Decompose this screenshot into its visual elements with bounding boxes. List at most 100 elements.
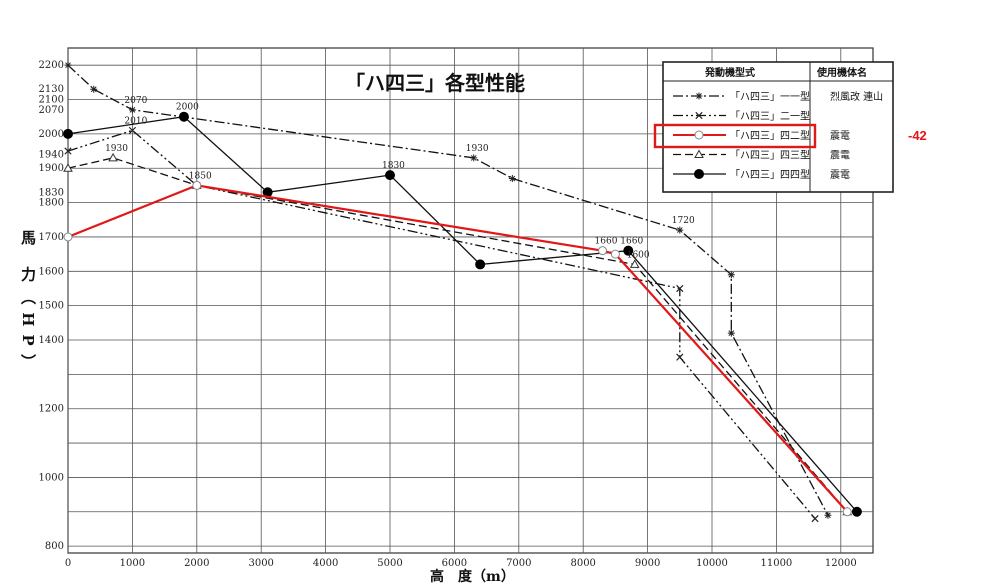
data-point <box>385 170 395 181</box>
data-point <box>676 226 684 234</box>
data-point <box>811 515 819 523</box>
y-tick-label: 1500 <box>39 301 64 312</box>
x-tick-label: 5000 <box>377 558 402 569</box>
x-tick-label: 6000 <box>442 558 467 569</box>
series-1 <box>64 61 832 519</box>
side-note: -42 <box>908 128 927 143</box>
legend-series-name: 「ハ四三」四四型 <box>730 168 810 181</box>
data-point <box>63 163 73 172</box>
legend-entry: 「ハ四三」四二型 震電 <box>673 129 850 142</box>
data-point <box>178 111 189 122</box>
data-point <box>824 511 832 519</box>
data-point <box>128 106 136 114</box>
data-label: 1660 <box>595 237 618 247</box>
axes: 0 1000 2000 3000 4000 5000 6000 7000 8000 9000 100… <box>39 60 857 569</box>
data-point <box>108 152 118 162</box>
y-tick-label: 2200 <box>39 60 64 71</box>
data-label: 1930 <box>105 144 128 154</box>
legend-marker <box>694 130 704 140</box>
data-point <box>64 147 72 155</box>
legend-series-name: 「ハ四三」四二型 <box>730 129 810 142</box>
legend-entry: 「ハ四三」二一型 <box>673 110 810 123</box>
y-tick-label: 2130 <box>39 84 64 95</box>
legend-entry: 「ハ四三」四四型 震電 <box>673 168 850 181</box>
legend: 発動機型式 使用機体名 「ハ四三」一一型 烈風改 連山「ハ四三」二一型「ハ四三」四… <box>653 61 894 193</box>
legend-marker <box>695 92 703 100</box>
y-tick-label: 1000 <box>39 472 64 483</box>
series-line <box>67 157 848 513</box>
legend-aircraft-name: 震電 <box>830 169 850 181</box>
series-3 <box>63 180 852 517</box>
legend-entry: 「ハ四三」四三型 震電 <box>673 149 850 162</box>
legend-series-name: 「ハ四三」一一型 <box>730 90 810 103</box>
data-label: 1930 <box>466 144 489 154</box>
x-tick-label: 9000 <box>635 558 660 569</box>
x-tick-label: 4000 <box>313 558 338 569</box>
legend-aircraft-name: 震電 <box>830 150 850 162</box>
legend-marker <box>694 169 704 179</box>
legend-series-name: 「ハ四三」二一型 <box>730 110 810 123</box>
data-point <box>851 506 862 517</box>
x-tick-label: 2000 <box>184 558 209 569</box>
data-point <box>727 271 735 279</box>
data-point <box>727 329 735 337</box>
series-layer <box>63 61 862 523</box>
x-tick-label: 11000 <box>760 558 792 569</box>
y-tick-label: 1400 <box>39 335 64 346</box>
y-tick-label: 2000 <box>39 129 64 140</box>
legend-aircraft-name: 烈風改 連山 <box>830 90 883 103</box>
y-tick-label: 1830 <box>39 187 64 198</box>
data-label: 1850 <box>189 171 212 181</box>
highlight-box <box>653 123 817 149</box>
data-point <box>610 249 620 259</box>
y-tick-label: 800 <box>45 541 64 552</box>
data-point <box>475 259 486 270</box>
data-point <box>676 284 684 293</box>
data-point <box>623 245 634 256</box>
series-line <box>67 64 829 516</box>
series-line <box>67 129 816 520</box>
x-tick-label: 10000 <box>696 558 728 569</box>
data-point <box>508 175 516 183</box>
data-point <box>598 246 608 256</box>
x-tick-label: 8000 <box>570 558 595 569</box>
data-point <box>63 128 73 139</box>
legend-marker <box>695 111 703 120</box>
y-tick-label: 1900 <box>39 163 64 174</box>
legend-aircraft-name: 震電 <box>830 130 850 142</box>
y-tick-label: 2100 <box>39 95 64 106</box>
legend-header-engine: 発動機型式 <box>704 66 755 79</box>
data-label: 2070 <box>124 96 147 106</box>
x-tick-label: 3000 <box>248 558 273 569</box>
chart-title: 「ハ四三」各型性能 <box>345 71 525 95</box>
data-label: 1600 <box>627 250 650 260</box>
x-tick-label: 1000 <box>120 558 145 569</box>
data-point <box>90 85 98 93</box>
y-tick-label: 1600 <box>39 266 64 277</box>
y-tick-label: 1940 <box>39 149 64 160</box>
x-tick-label: 7000 <box>506 558 531 569</box>
series-5 <box>63 111 862 517</box>
data-point <box>192 180 202 190</box>
data-label: 1720 <box>672 216 695 226</box>
x-axis-label: 高 度（m） <box>430 568 515 585</box>
series-line <box>67 184 849 513</box>
legend-series-name: 「ハ四三」四三型 <box>730 149 810 162</box>
y-tick-label: 1800 <box>39 198 64 209</box>
legend-header-aircraft: 使用機体名 <box>816 66 867 79</box>
data-label: 2000 <box>176 103 199 113</box>
data-label: 1830 <box>382 161 405 171</box>
legend-entry: 「ハ四三」一一型 烈風改 連山 <box>673 90 883 103</box>
data-point <box>470 154 478 162</box>
data-point <box>63 232 73 242</box>
data-label: 1660 <box>620 237 643 247</box>
data-point <box>64 61 72 69</box>
y-tick-label: 1700 <box>39 232 64 243</box>
y-tick-label: 2070 <box>39 105 64 116</box>
annotations: 2070 2010 2000 1930 1850 1830 1930 1720 1660 1660… <box>105 96 695 261</box>
data-point <box>128 126 137 135</box>
data-point <box>676 353 684 361</box>
y-tick-label: 1200 <box>39 404 64 415</box>
data-point <box>629 259 640 268</box>
